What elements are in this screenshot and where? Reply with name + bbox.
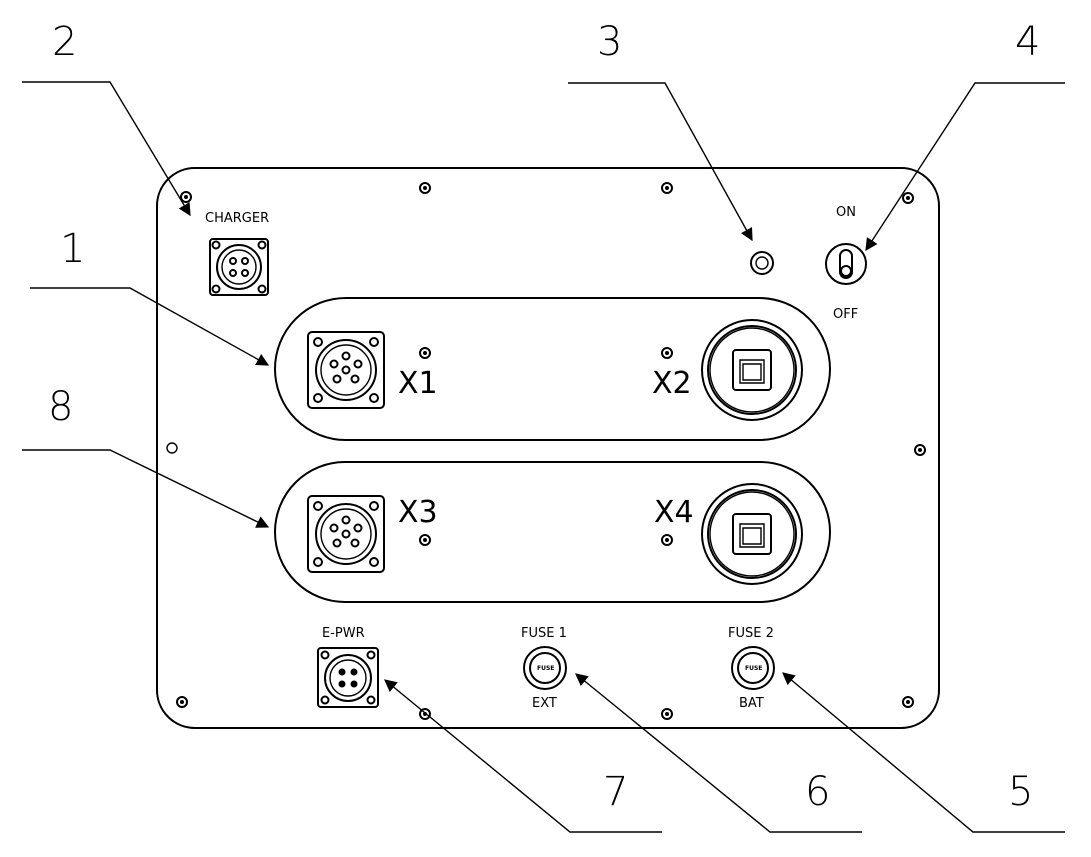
fuse2-label: FUSE 2 (728, 626, 774, 641)
charger-label: CHARGER (205, 211, 269, 226)
x3-label: X3 (398, 495, 438, 530)
screw (180, 191, 192, 203)
panel-outline (156, 167, 940, 729)
callout-8: 8 (48, 384, 73, 430)
screw (661, 534, 673, 546)
callout-1: 1 (60, 226, 85, 272)
bottom-port-recess (274, 461, 831, 603)
screw (166, 442, 178, 454)
power-switch[interactable] (825, 243, 867, 285)
x4-label: X4 (654, 495, 694, 530)
switch-off-label: OFF (833, 307, 858, 322)
fuse2-holder[interactable]: FUSE (731, 646, 775, 690)
switch-on-label: ON (836, 205, 856, 220)
fuse1-label: FUSE 1 (521, 626, 567, 641)
callout-3: 3 (597, 19, 622, 65)
x1-label: X1 (398, 366, 438, 401)
callout-6: 6 (805, 769, 830, 815)
screw (902, 696, 914, 708)
fuse1-sub-label: EXT (532, 696, 557, 711)
screw (902, 192, 914, 204)
epwr-label: E-PWR (322, 626, 365, 641)
screw (419, 347, 431, 359)
x4-usb-connector[interactable] (701, 483, 803, 585)
fuse2-cap-label: FUSE (745, 665, 762, 672)
callout-5: 5 (1008, 769, 1033, 815)
screw (419, 182, 431, 194)
fuse2-sub-label: BAT (739, 696, 764, 711)
callout-2: 2 (52, 19, 77, 65)
fuse1-cap-label: FUSE (537, 665, 554, 672)
epwr-connector[interactable] (317, 647, 379, 708)
screw (661, 347, 673, 359)
screw (176, 696, 188, 708)
leader-lines (22, 81, 1065, 833)
screw (419, 534, 431, 546)
panel-screws (166, 182, 926, 720)
screw (661, 708, 673, 720)
fuse1-holder[interactable]: FUSE (523, 646, 567, 690)
x2-usb-connector[interactable] (701, 319, 803, 421)
x2-label: X2 (652, 366, 692, 401)
x1-connector[interactable] (307, 331, 385, 409)
led-indicator (750, 251, 774, 275)
callout-7: 7 (603, 769, 628, 815)
x3-connector[interactable] (307, 495, 385, 573)
callout-4: 4 (1015, 19, 1040, 65)
screw (661, 182, 673, 194)
screw (914, 444, 926, 456)
top-port-recess (274, 297, 831, 441)
callout-numbers: 2 3 4 1 8 7 6 5 (48, 19, 1040, 815)
charger-connector[interactable] (209, 238, 269, 296)
